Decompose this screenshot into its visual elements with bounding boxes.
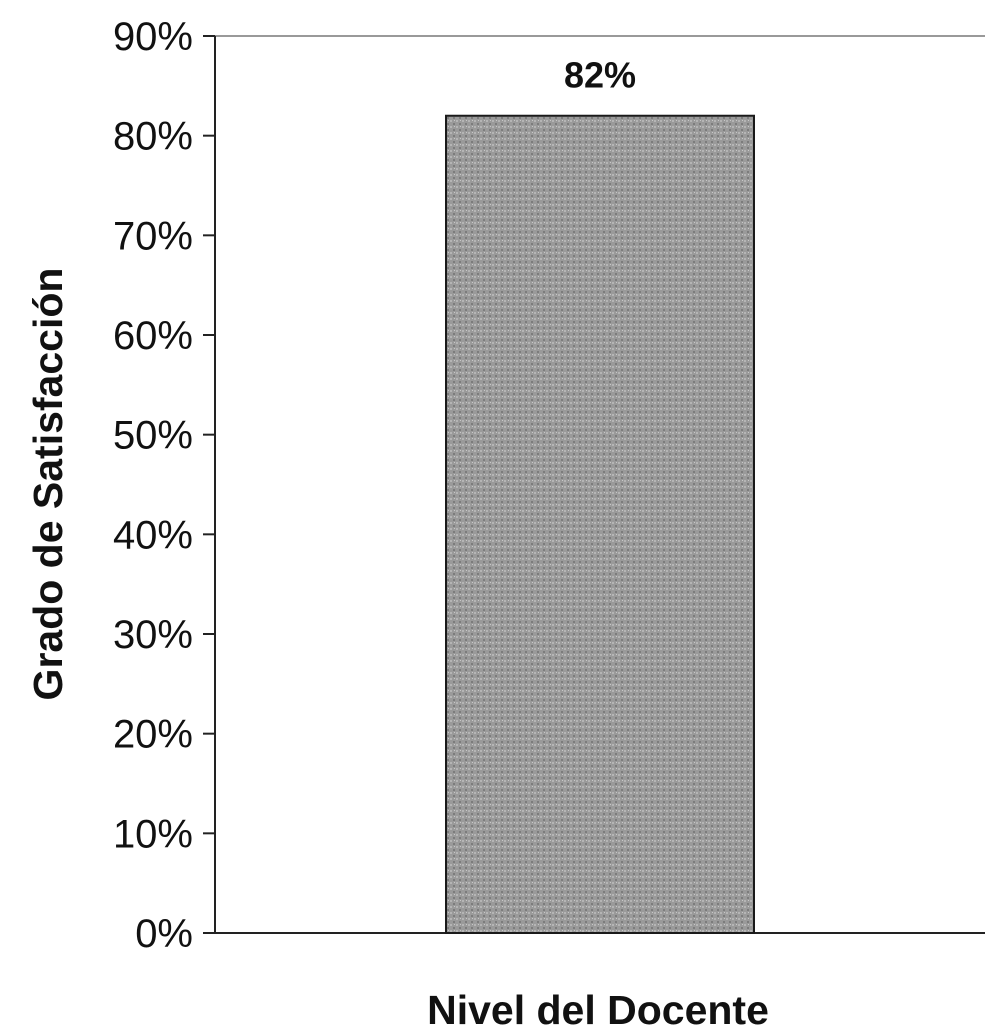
y-tick-label: 50%	[113, 414, 193, 458]
x-axis-title: Nivel del Docente	[427, 987, 769, 1033]
bar	[445, 114, 755, 934]
y-tick-label: 0%	[135, 912, 193, 956]
y-tick-label: 60%	[113, 314, 193, 358]
bar-data-label: 82%	[564, 55, 636, 96]
y-tick-label: 10%	[113, 812, 193, 856]
y-tick-label: 40%	[113, 513, 193, 557]
y-tick-label: 20%	[113, 713, 193, 757]
y-tick-label: 80%	[113, 115, 193, 159]
y-tick-label: 70%	[113, 214, 193, 258]
y-tick-label: 90%	[113, 15, 193, 59]
y-axis-title: Grado de Satisfacción	[25, 268, 71, 701]
y-tick-label: 30%	[113, 613, 193, 657]
y-axis-ticks: 0% 10% 20% 30% 40% 50% 60% 70% 80% 90%	[113, 15, 215, 956]
bars-group: 82%	[445, 55, 755, 934]
